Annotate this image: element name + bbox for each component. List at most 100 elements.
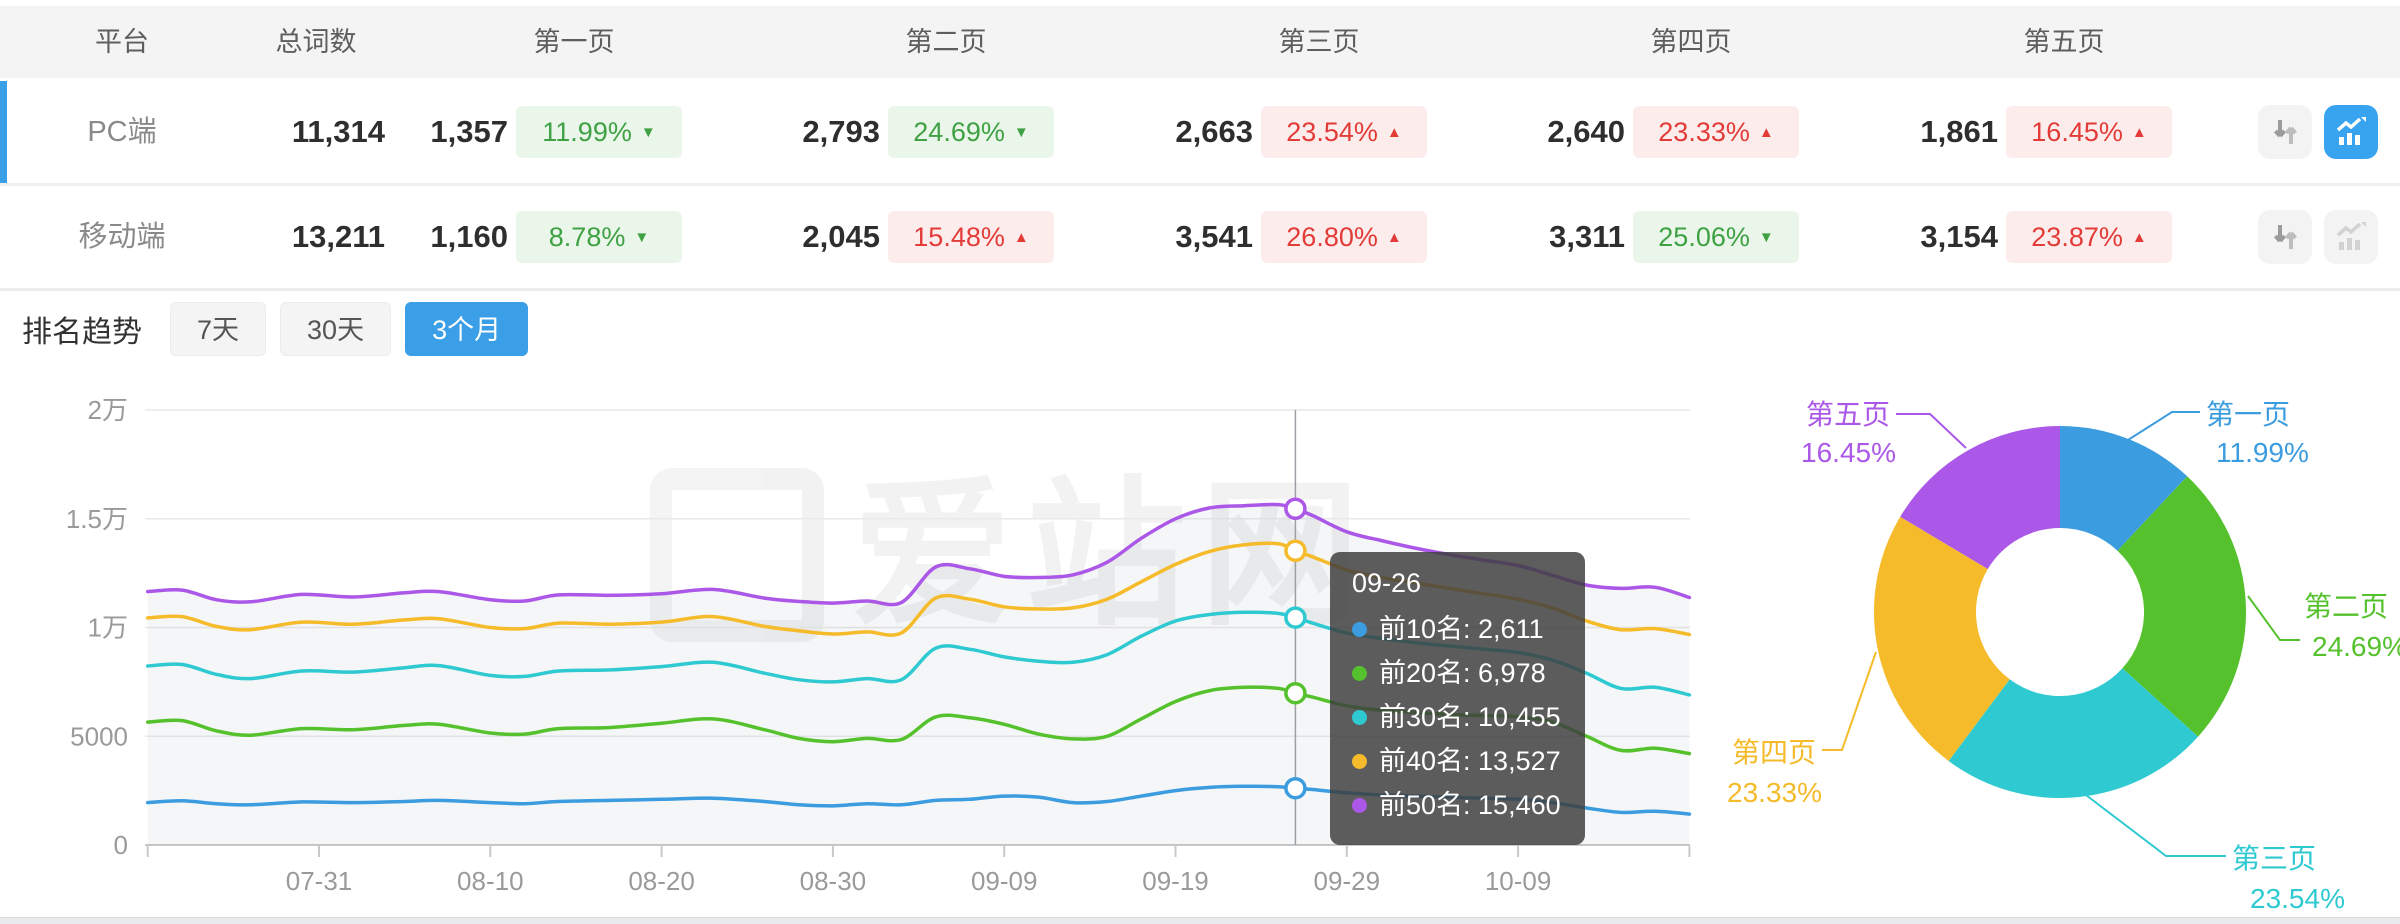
trend-chart-button-active[interactable]	[2324, 105, 2378, 159]
col-header-platform: 平台	[95, 27, 149, 57]
svg-text:09-29: 09-29	[1314, 866, 1381, 896]
col-header-page3: 第三页	[1278, 27, 1360, 57]
table-row-mobile[interactable]: 移动端 13,211 1,160 8.78% ▼ 2,045 15.48% ▲ 3,…	[0, 186, 2400, 288]
page2-change-pct: 24.69%	[913, 116, 1005, 147]
highlight-marker	[1284, 681, 1307, 705]
svg-text:1万: 1万	[88, 613, 128, 643]
trend-chart-icon	[2336, 222, 2366, 250]
page4-change-pct: 25.06%	[1658, 221, 1750, 252]
page3-change-badge: 23.54% ▲	[1261, 106, 1427, 158]
tab-3-months[interactable]: 3个月	[405, 302, 529, 356]
table-header: 平台 总词数 第一页 第二页 第三页 第四页 第五页	[0, 6, 2400, 78]
donut-label-pct: 11.99%	[2216, 437, 2309, 468]
up-triangle-icon: ▲	[2131, 123, 2147, 141]
tab-7-days[interactable]: 7天	[170, 302, 267, 356]
svg-text:0: 0	[114, 830, 128, 860]
svg-text:07-31: 07-31	[286, 866, 353, 896]
svg-text:1.5万: 1.5万	[66, 504, 128, 534]
svg-text:08-20: 08-20	[628, 866, 695, 896]
series-dot-top10	[1352, 621, 1367, 637]
svg-text:10-09: 10-09	[1485, 866, 1552, 896]
up-triangle-icon: ▲	[2131, 228, 2147, 246]
table-row-pc[interactable]: PC端 11,314 1,357 11.99% ▼ 2,793 24.69% ▼ 2…	[0, 81, 2400, 183]
sort-button[interactable]	[2258, 210, 2312, 264]
col-header-page4: 第四页	[1650, 27, 1732, 57]
donut-label-name: 第三页	[2232, 843, 2316, 874]
sort-arrows-icon	[2274, 225, 2297, 249]
trend-section-title: 排名趋势	[22, 316, 142, 349]
tooltip-item: 前10名: 2,611	[1352, 607, 1561, 651]
page2-count: 2,045	[802, 219, 880, 254]
page1-change-pct: 8.78%	[548, 221, 626, 252]
series-dot-top50	[1352, 797, 1367, 813]
sort-arrows-icon	[2274, 120, 2297, 144]
svg-text:5000: 5000	[70, 721, 128, 751]
page2-count: 2,793	[802, 114, 880, 149]
series-dot-top20	[1352, 665, 1367, 681]
platform-label: 移动端	[78, 221, 166, 253]
series-dot-top40	[1352, 753, 1367, 769]
down-triangle-icon: ▼	[1758, 228, 1774, 246]
chart-tooltip: 09-26 前10名: 2,611 前20名: 6,978 前30名: 10,4…	[1330, 552, 1585, 845]
page2-change-badge: 24.69% ▼	[888, 106, 1054, 158]
donut-label-name: 第二页	[2304, 591, 2388, 622]
page2-change-pct: 15.48%	[913, 221, 1005, 252]
page4-count: 2,640	[1547, 114, 1625, 149]
page3-count: 2,663	[1175, 114, 1253, 149]
page3-change-pct: 26.80%	[1286, 221, 1378, 252]
row-divider	[0, 183, 2400, 186]
total-words-value: 11,314	[291, 114, 385, 149]
charts-canvas[interactable]: 0 5000 1万 1.5万 2万 07-31 08-10 08-20 08-30 09-09 09…	[0, 375, 2400, 924]
up-triangle-icon: ▲	[1758, 123, 1774, 141]
page5-change-badge: 16.45% ▲	[2006, 106, 2172, 158]
up-triangle-icon: ▲	[1013, 228, 1029, 246]
tooltip-item: 前50名: 15,460	[1352, 783, 1561, 827]
page3-count: 3,541	[1175, 219, 1253, 254]
page1-count: 1,160	[430, 219, 508, 254]
highlight-marker	[1284, 497, 1307, 520]
page5-count: 3,154	[1920, 219, 1998, 254]
donut-label-pct: 24.69%	[2312, 631, 2400, 662]
series-dot-top30	[1352, 709, 1367, 725]
svg-text:09-19: 09-19	[1142, 866, 1209, 896]
page5-count: 1,861	[1920, 114, 1998, 149]
section-divider	[0, 288, 2400, 291]
donut-slice-第三页	[1948, 668, 2199, 799]
trend-chart-button[interactable]	[2324, 210, 2378, 264]
tooltip-item: 前20名: 6,978	[1352, 651, 1561, 695]
trend-line-chart: 0 5000 1万 1.5万 2万 07-31 08-10 08-20 08-30 09-09 09…	[66, 395, 1692, 896]
page3-change-pct: 23.54%	[1286, 116, 1378, 147]
page1-change-badge: 11.99% ▼	[516, 106, 682, 158]
highlight-marker	[1284, 539, 1307, 563]
col-header-page2: 第二页	[905, 27, 987, 57]
donut-label-line	[2127, 411, 2200, 441]
up-triangle-icon: ▲	[1386, 228, 1402, 246]
donut-slice-第四页	[1873, 516, 2010, 761]
donut-label-pct: 23.33%	[1727, 777, 1822, 808]
page4-change-badge: 23.33% ▲	[1633, 106, 1799, 158]
page5-change-pct: 23.87%	[2031, 221, 2123, 252]
down-triangle-icon: ▼	[1013, 123, 1029, 141]
page4-count: 3,311	[1549, 219, 1625, 254]
donut-slice-第五页	[1900, 426, 2060, 569]
svg-text:08-10: 08-10	[457, 866, 524, 896]
col-header-page5: 第五页	[2023, 27, 2105, 57]
down-triangle-icon: ▼	[634, 228, 650, 246]
up-triangle-icon: ▲	[1386, 123, 1402, 141]
tooltip-date: 09-26	[1352, 568, 1422, 598]
donut-label-name: 第一页	[2206, 399, 2290, 430]
donut-label-line	[1822, 651, 1877, 751]
page5-change-badge: 23.87% ▲	[2006, 211, 2172, 263]
col-header-page1: 第一页	[533, 27, 615, 57]
page4-change-badge: 25.06% ▼	[1633, 211, 1799, 263]
page1-change-pct: 11.99%	[542, 116, 632, 147]
platform-label: PC端	[87, 116, 157, 148]
svg-text:08-30: 08-30	[800, 866, 867, 896]
sort-button[interactable]	[2258, 105, 2312, 159]
tab-30-days[interactable]: 30天	[280, 302, 392, 356]
page1-change-badge: 8.78% ▼	[516, 211, 682, 263]
page1-count: 1,357	[430, 114, 508, 149]
donut-label-line	[1896, 413, 1967, 449]
